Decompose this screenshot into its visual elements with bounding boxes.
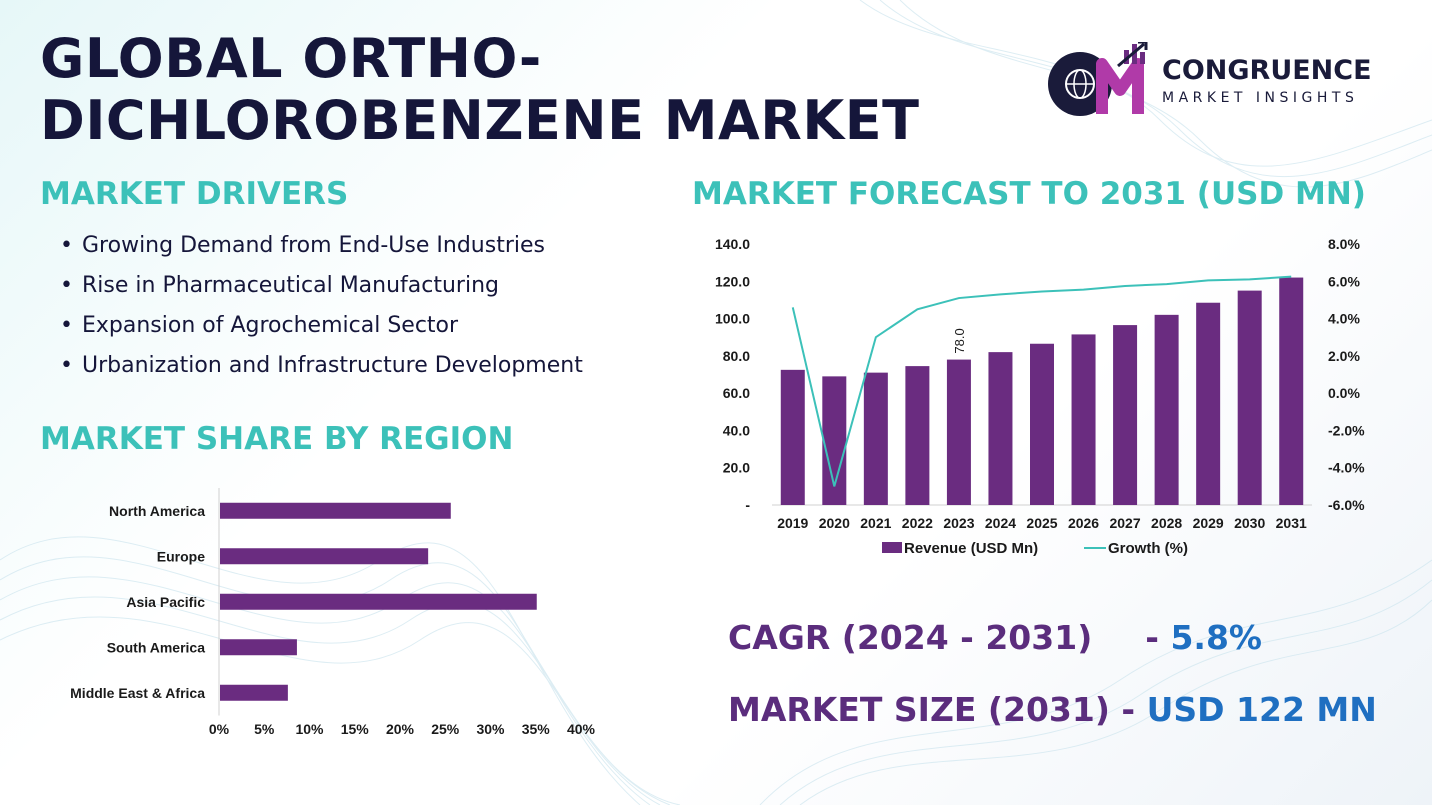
legend-growth-label: Growth (%) <box>1108 540 1188 557</box>
cagr-stat: CAGR (2024 - 2031) - 5.8% <box>728 618 1262 657</box>
region-bar <box>220 639 297 656</box>
category-label: Middle East & Africa <box>70 685 205 701</box>
driver-item: • Expansion of Agrochemical Sector <box>60 308 583 348</box>
y-left-tick-label: - <box>745 497 750 513</box>
x-tick-label: 2026 <box>1068 515 1099 531</box>
drivers-list: • Growing Demand from End-Use Industries … <box>60 228 583 388</box>
bullet-icon: • <box>60 313 73 338</box>
category-label: Asia Pacific <box>126 594 205 610</box>
driver-text: Rise in Pharmaceutical Manufacturing <box>82 273 500 298</box>
data-label: 78.0 <box>952 328 967 353</box>
x-tick-label: 30% <box>476 721 505 737</box>
logo-mark-icon <box>1048 40 1148 116</box>
revenue-bar <box>1030 343 1054 505</box>
revenue-bar <box>1279 277 1304 505</box>
y-right-tick-label: 4.0% <box>1328 311 1360 327</box>
cagr-value: 5.8% <box>1170 618 1262 657</box>
region-bar <box>220 502 451 519</box>
category-label: Europe <box>157 548 205 564</box>
revenue-bar <box>1196 302 1221 505</box>
revenue-bar <box>1237 290 1262 505</box>
y-left-tick-label: 140.0 <box>715 236 750 252</box>
driver-item: • Rise in Pharmaceutical Manufacturing <box>60 268 583 308</box>
driver-item: • Urbanization and Infrastructure Develop… <box>60 348 583 388</box>
x-tick-label: 0% <box>209 721 230 737</box>
x-tick-label: 35% <box>522 721 551 737</box>
x-tick-label: 2024 <box>985 515 1016 531</box>
x-tick-label: 15% <box>341 721 370 737</box>
y-left-tick-label: 120.0 <box>715 273 750 289</box>
revenue-bar <box>863 372 888 505</box>
x-tick-label: 2023 <box>943 515 974 531</box>
bullet-icon: • <box>60 233 73 258</box>
y-right-tick-label: 6.0% <box>1328 273 1360 289</box>
title-line-2: DICHLOROBENZENE MARKET <box>40 89 920 152</box>
page-title: GLOBAL ORTHO- DICHLOROBENZENE MARKET <box>40 28 980 152</box>
x-tick-label: 2028 <box>1151 515 1182 531</box>
market-forecast-heading: MARKET FORECAST TO 2031 (USD MN) <box>692 176 1366 212</box>
driver-item: • Growing Demand from End-Use Industries <box>60 228 583 268</box>
market-size-stat: MARKET SIZE (2031) - USD 122 MN <box>728 690 1377 729</box>
brand-logo: CONGRUENCE MARKET INSIGHTS <box>1046 40 1406 118</box>
revenue-bar <box>1113 325 1138 505</box>
title-line-1: GLOBAL ORTHO- <box>40 27 542 90</box>
x-tick-label: 2021 <box>860 515 891 531</box>
revenue-bar <box>780 369 805 505</box>
forecast-chart: - 20.0 40.0 60.0 80.0 100.0 120.0 140.0 -6.0% -4.… <box>715 236 1365 557</box>
category-label: North America <box>109 503 205 519</box>
region-bar <box>220 548 429 565</box>
driver-text: Growing Demand from End-Use Industries <box>82 233 545 258</box>
legend-revenue-label: Revenue (USD Mn) <box>904 540 1038 557</box>
y-left-tick-label: 60.0 <box>723 385 750 401</box>
revenue-bar <box>1154 314 1179 505</box>
market-size-value: USD 122 MN <box>1146 690 1377 729</box>
growth-line <box>791 275 1292 487</box>
revenue-bar <box>946 359 971 505</box>
revenue-bar <box>905 366 930 505</box>
region-share-chart: North America Europe Asia Pacific South Ame… <box>70 488 596 737</box>
y-right-tick-label: 0.0% <box>1328 385 1360 401</box>
x-tick-label: 40% <box>567 721 596 737</box>
x-tick-label: 2019 <box>777 515 808 531</box>
x-tick-label: 2029 <box>1193 515 1224 531</box>
x-tick-label: 2030 <box>1234 515 1265 531</box>
x-tick-label: 2031 <box>1276 515 1307 531</box>
driver-text: Urbanization and Infrastructure Developm… <box>82 353 583 378</box>
y-left-tick-label: 40.0 <box>723 422 750 438</box>
category-label: South America <box>107 639 205 655</box>
revenue-bar <box>988 352 1013 505</box>
cagr-separator: - <box>1145 618 1171 657</box>
legend-revenue-swatch <box>882 542 902 553</box>
y-left-tick-label: 80.0 <box>723 348 750 364</box>
x-tick-label: 2025 <box>1026 515 1057 531</box>
x-tick-label: 10% <box>295 721 324 737</box>
y-left-tick-label: 100.0 <box>715 311 750 327</box>
region-bar <box>220 593 537 610</box>
x-tick-label: 5% <box>254 721 275 737</box>
market-drivers-heading: MARKET DRIVERS <box>40 176 349 212</box>
y-left-tick-label: 20.0 <box>723 460 750 476</box>
revenue-bar <box>1071 334 1096 505</box>
y-right-tick-label: -2.0% <box>1328 422 1365 438</box>
cagr-label: CAGR (2024 - 2031) <box>728 618 1093 657</box>
logo-subtitle: MARKET INSIGHTS <box>1162 90 1359 106</box>
y-right-tick-label: 8.0% <box>1328 236 1360 252</box>
bullet-icon: • <box>60 353 73 378</box>
bullet-icon: • <box>60 273 73 298</box>
y-right-tick-label: -6.0% <box>1328 497 1365 513</box>
logo-name: CONGRUENCE <box>1162 55 1372 86</box>
y-right-tick-label: 2.0% <box>1328 348 1360 364</box>
x-tick-label: 2022 <box>902 515 933 531</box>
x-tick-label: 20% <box>386 721 415 737</box>
market-size-separator: - <box>1121 690 1147 729</box>
market-share-heading: MARKET SHARE BY REGION <box>40 421 514 457</box>
driver-text: Expansion of Agrochemical Sector <box>82 313 459 338</box>
x-tick-label: 2020 <box>819 515 850 531</box>
x-tick-label: 25% <box>431 721 460 737</box>
y-right-tick-label: -4.0% <box>1328 460 1365 476</box>
x-tick-label: 2027 <box>1109 515 1140 531</box>
region-bar <box>220 684 288 701</box>
market-size-label: MARKET SIZE (2031) <box>728 690 1110 729</box>
